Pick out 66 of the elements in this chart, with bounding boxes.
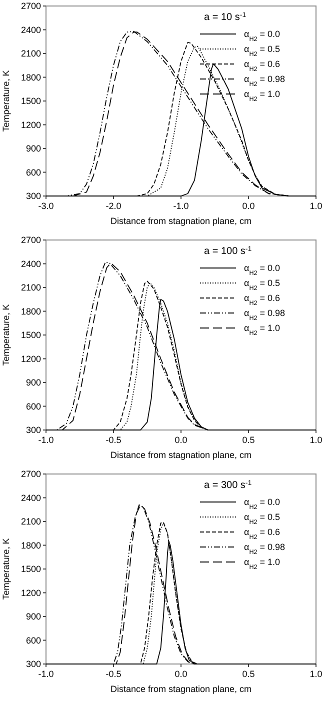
x-tick-label: 0.0 <box>174 669 188 679</box>
x-tick-label: -0.5 <box>106 669 122 679</box>
y-tick-label: 300 <box>26 425 41 435</box>
y-tick-label: 1200 <box>20 588 41 598</box>
x-axis-title: Distance from stagnation plane, cm <box>110 450 252 460</box>
y-tick-label: 600 <box>26 167 41 178</box>
x-tick-label: -1.0 <box>38 435 54 445</box>
legend-title: a = 10 s$^{-1}$ <box>204 12 246 23</box>
x-tick-label: 0.0 <box>242 201 255 211</box>
y-tick-label: 2400 <box>20 24 41 35</box>
y-tick-label: 1500 <box>20 330 41 340</box>
y-axis-title: Temperature, K <box>1 304 11 366</box>
x-tick-label: 0.0 <box>174 435 188 445</box>
x-tick-label: -3.0 <box>38 201 54 211</box>
y-tick-label: 900 <box>26 612 41 622</box>
x-tick-label: 1.0 <box>310 201 322 211</box>
legend-label: α$_{H2}$ = 1.0 <box>244 323 280 336</box>
legend-label: α$_{H2}$ = 0.6 <box>244 293 280 306</box>
legend-label: α$_{H2}$ = 0.6 <box>244 59 280 72</box>
x-axis-title: Distance from stagnation plane, cm <box>110 216 252 226</box>
legend-label: α$_{H2}$ = 0.98 <box>244 542 286 556</box>
y-tick-label: 900 <box>26 144 41 154</box>
legend-label: α$_{H2}$ = 1.0 <box>244 89 280 102</box>
y-tick-label: 2700 <box>20 469 41 479</box>
legend-label: α$_{H2}$ = 0.98 <box>244 308 286 322</box>
y-tick-label: 1200 <box>20 120 41 130</box>
x-tick-label: 1.0 <box>310 669 322 679</box>
y-tick-label: 600 <box>26 635 41 646</box>
y-tick-label: 600 <box>26 401 41 412</box>
y-tick-label: 2700 <box>20 235 41 245</box>
legend-label: α$_{H2}$ = 0.5 <box>244 278 280 292</box>
x-tick-label: -1.0 <box>38 669 54 679</box>
legend-label: α$_{H2}$ = 0.98 <box>244 74 286 88</box>
y-tick-label: 1800 <box>20 306 41 316</box>
y-tick-label: 2100 <box>20 516 41 526</box>
y-tick-label: 2400 <box>20 258 41 269</box>
legend-title: a = 300 s$^{-1}$ <box>204 480 252 491</box>
legend-label: α$_{H2}$ = 0.0 <box>244 29 280 42</box>
legend-label: α$_{H2}$ = 0.5 <box>244 512 280 526</box>
legend-label: α$_{H2}$ = 0.5 <box>244 44 280 58</box>
y-axis-title: Temperature, K <box>1 538 11 600</box>
x-tick-label: -0.5 <box>106 435 122 445</box>
y-axis-title: Temperature, K <box>1 70 11 132</box>
y-tick-label: 900 <box>26 378 41 388</box>
y-tick-label: 1200 <box>20 354 41 364</box>
y-tick-label: 300 <box>26 659 41 669</box>
legend-title: a = 100 s$^{-1}$ <box>204 246 252 257</box>
y-tick-label: 1500 <box>20 564 41 574</box>
x-tick-label: 1.0 <box>310 435 322 445</box>
legend-label: α$_{H2}$ = 0.0 <box>244 497 280 510</box>
x-tick-label: 0.5 <box>242 435 255 445</box>
y-tick-label: 2700 <box>20 1 41 11</box>
y-tick-label: 2100 <box>20 48 41 58</box>
x-tick-label: -1.0 <box>173 201 189 211</box>
y-tick-label: 2100 <box>20 282 41 292</box>
x-tick-label: 0.5 <box>242 669 255 679</box>
y-tick-label: 2400 <box>20 492 41 503</box>
x-axis-title: Distance from stagnation plane, cm <box>110 684 252 694</box>
y-tick-label: 1800 <box>20 540 41 550</box>
x-tick-label: -2.0 <box>106 201 122 211</box>
y-tick-label: 1800 <box>20 72 41 82</box>
y-tick-label: 300 <box>26 191 41 201</box>
legend-label: α$_{H2}$ = 1.0 <box>244 557 280 570</box>
legend-label: α$_{H2}$ = 0.0 <box>244 263 280 276</box>
y-tick-label: 1500 <box>20 96 41 106</box>
legend-label: α$_{H2}$ = 0.6 <box>244 527 280 540</box>
